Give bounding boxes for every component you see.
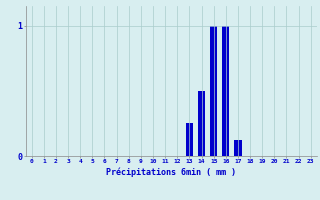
Bar	[222, 26, 229, 156]
X-axis label: Précipitations 6min ( mm ): Précipitations 6min ( mm )	[106, 167, 236, 177]
Bar	[234, 140, 242, 156]
Bar	[210, 26, 217, 156]
Bar	[186, 123, 193, 156]
Bar	[198, 91, 205, 156]
